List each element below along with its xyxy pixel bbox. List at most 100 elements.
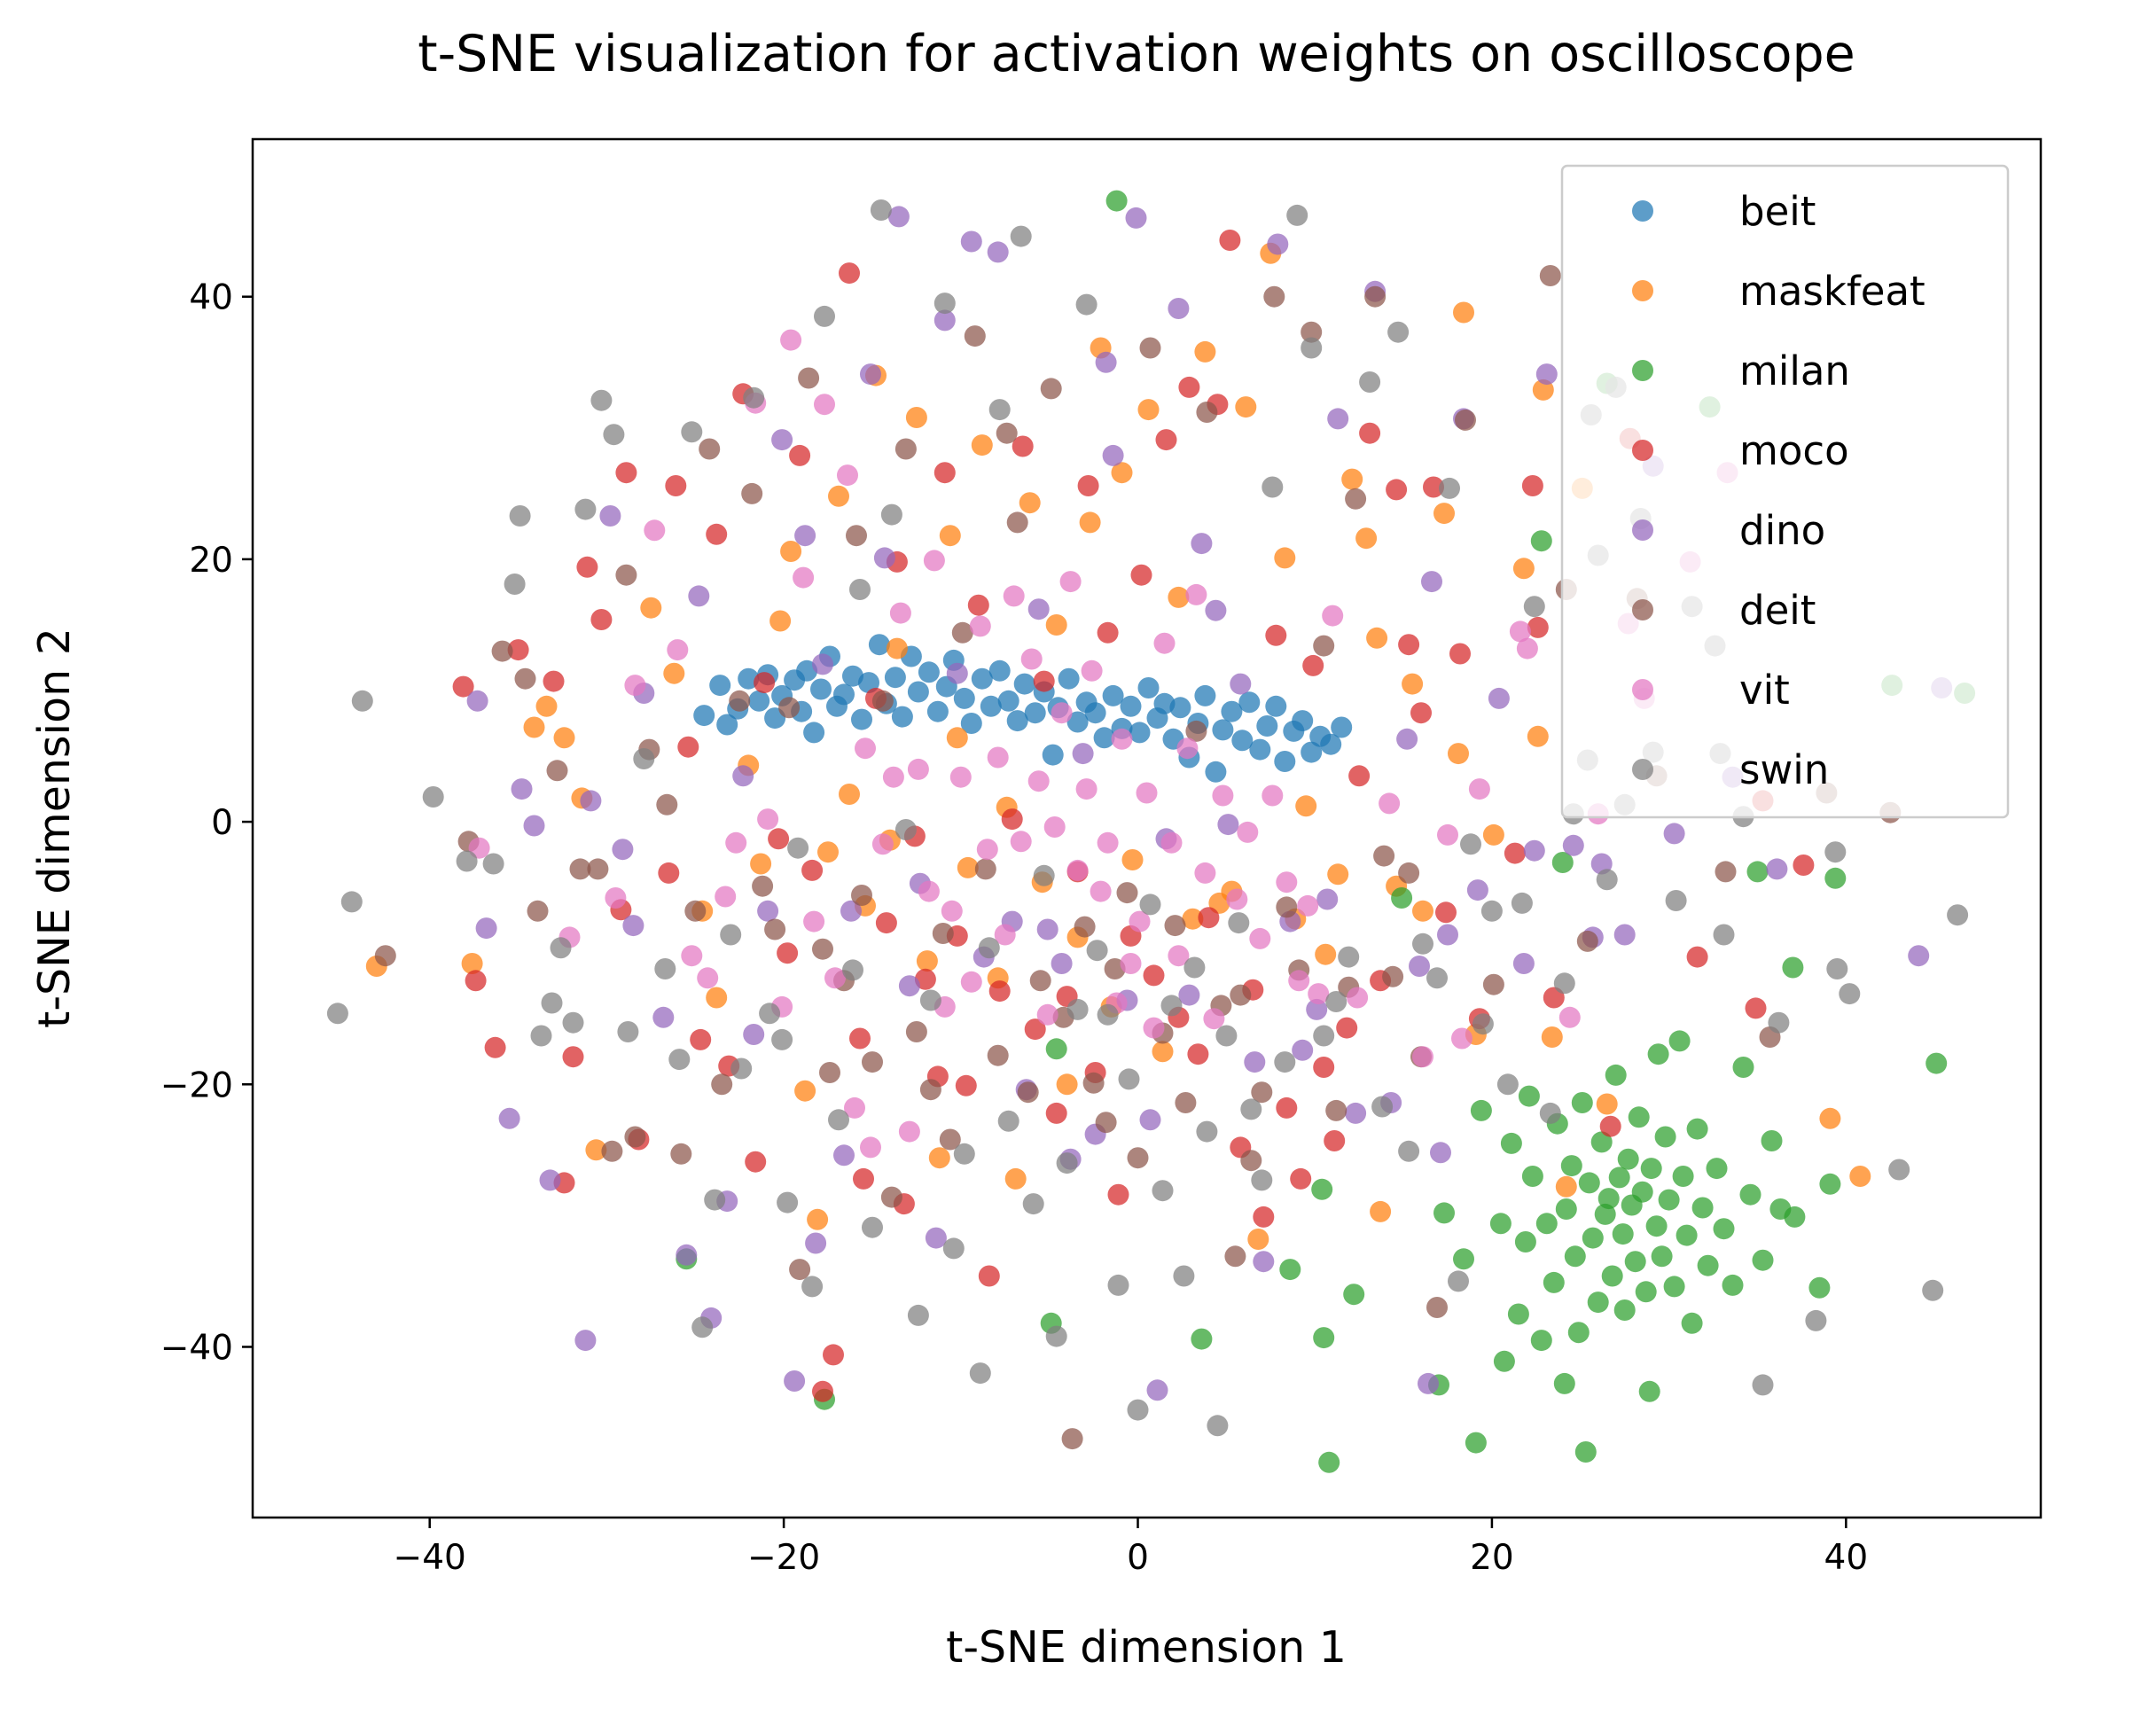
point-maskfeat <box>1527 725 1549 747</box>
point-swin <box>482 853 504 875</box>
point-dino <box>1523 839 1545 862</box>
point-deit <box>741 482 763 504</box>
point-dino <box>688 585 710 607</box>
point-moco <box>507 639 529 661</box>
point-beit <box>918 661 940 683</box>
point-deit <box>1224 1245 1246 1268</box>
point-maskfeat <box>1111 462 1133 484</box>
point-swin <box>351 690 373 712</box>
point-deit <box>569 858 591 880</box>
point-swin <box>574 498 597 520</box>
point-deit <box>1116 882 1138 904</box>
point-swin <box>456 850 478 872</box>
point-dino <box>933 309 956 332</box>
point-dino <box>1217 814 1239 836</box>
point-beit <box>748 690 770 712</box>
point-swin <box>870 199 892 221</box>
point-swin <box>771 1028 793 1050</box>
point-swin <box>1768 1011 1790 1034</box>
point-beit <box>1249 738 1271 761</box>
point-vit <box>1111 728 1133 750</box>
point-maskfeat <box>1355 527 1378 550</box>
point-vit <box>994 924 1016 946</box>
point-maskfeat <box>523 716 545 738</box>
point-maskfeat <box>928 1147 950 1169</box>
point-swin <box>541 992 563 1014</box>
point-dino <box>743 1024 765 1045</box>
point-dino <box>498 1107 520 1129</box>
point-moco <box>754 672 776 694</box>
point-dino <box>1230 673 1252 695</box>
point-swin <box>1215 1025 1238 1047</box>
point-vit <box>1143 1017 1165 1039</box>
point-moco <box>543 670 565 692</box>
point-maskfeat <box>1152 1041 1174 1063</box>
point-vit <box>1136 782 1158 804</box>
point-moco <box>1336 1017 1358 1039</box>
point-swin <box>1511 892 1533 914</box>
point-vit <box>1010 831 1032 853</box>
point-swin <box>969 1362 991 1385</box>
point-vit <box>1412 1046 1433 1068</box>
point-dino <box>925 1227 947 1249</box>
point-deit <box>1373 845 1395 867</box>
point-swin <box>1922 1279 1944 1301</box>
point-swin <box>894 819 917 840</box>
legend-marker <box>1632 280 1653 301</box>
point-vit <box>941 900 963 922</box>
point-vit <box>1194 862 1216 884</box>
point-swin <box>1066 998 1089 1020</box>
point-dino <box>1327 408 1349 430</box>
point-deit <box>1164 915 1186 937</box>
point-moco <box>677 736 699 758</box>
x-tick-label: −40 <box>394 1538 466 1578</box>
point-deit <box>514 667 536 690</box>
point-swin <box>1022 1193 1044 1215</box>
x-tick-label: 0 <box>1127 1538 1149 1578</box>
point-moco <box>853 1167 874 1190</box>
point-maskfeat <box>839 784 860 805</box>
point-milan <box>1713 1218 1735 1240</box>
point-moco <box>1386 479 1408 501</box>
point-beit <box>953 687 975 709</box>
point-deit <box>601 1140 623 1162</box>
point-dino <box>805 1232 827 1254</box>
point-vit <box>871 833 894 855</box>
point-moco <box>1527 616 1549 638</box>
point-milan <box>1808 1276 1831 1299</box>
point-dino <box>1072 743 1094 765</box>
y-axis-ticks: −40 −20 0 20 40 <box>160 278 253 1368</box>
point-deit <box>1240 1150 1262 1172</box>
point-deit <box>699 438 721 460</box>
point-maskfeat <box>750 853 772 875</box>
point-maskfeat <box>1512 558 1535 580</box>
legend-box <box>1560 164 2010 819</box>
point-moco <box>1324 1130 1346 1151</box>
point-milan <box>1824 867 1847 889</box>
series-deit <box>374 265 1902 1450</box>
point-vit <box>1308 983 1330 1005</box>
legend-item-swin: swin <box>1632 746 1829 793</box>
point-maskfeat <box>916 950 938 972</box>
point-moco <box>1348 765 1371 787</box>
point-swin <box>1286 204 1308 226</box>
point-dino <box>1139 1109 1161 1131</box>
point-beit <box>1194 684 1216 706</box>
point-dino <box>1409 956 1430 977</box>
point-moco <box>1107 1183 1129 1206</box>
point-maskfeat <box>794 1080 816 1102</box>
point-moco <box>562 1046 584 1068</box>
point-maskfeat <box>817 841 839 863</box>
point-vit <box>960 971 982 993</box>
point-maskfeat <box>946 727 968 749</box>
point-deit <box>894 438 917 460</box>
point-deit <box>951 621 973 644</box>
point-swin <box>1338 946 1360 968</box>
point-deit <box>615 564 637 586</box>
point-dino <box>1418 1372 1439 1394</box>
legend-marker <box>1632 440 1653 461</box>
point-deit <box>729 690 751 712</box>
point-swin <box>1460 833 1481 855</box>
point-beit <box>926 700 949 722</box>
point-beit <box>1093 727 1115 749</box>
